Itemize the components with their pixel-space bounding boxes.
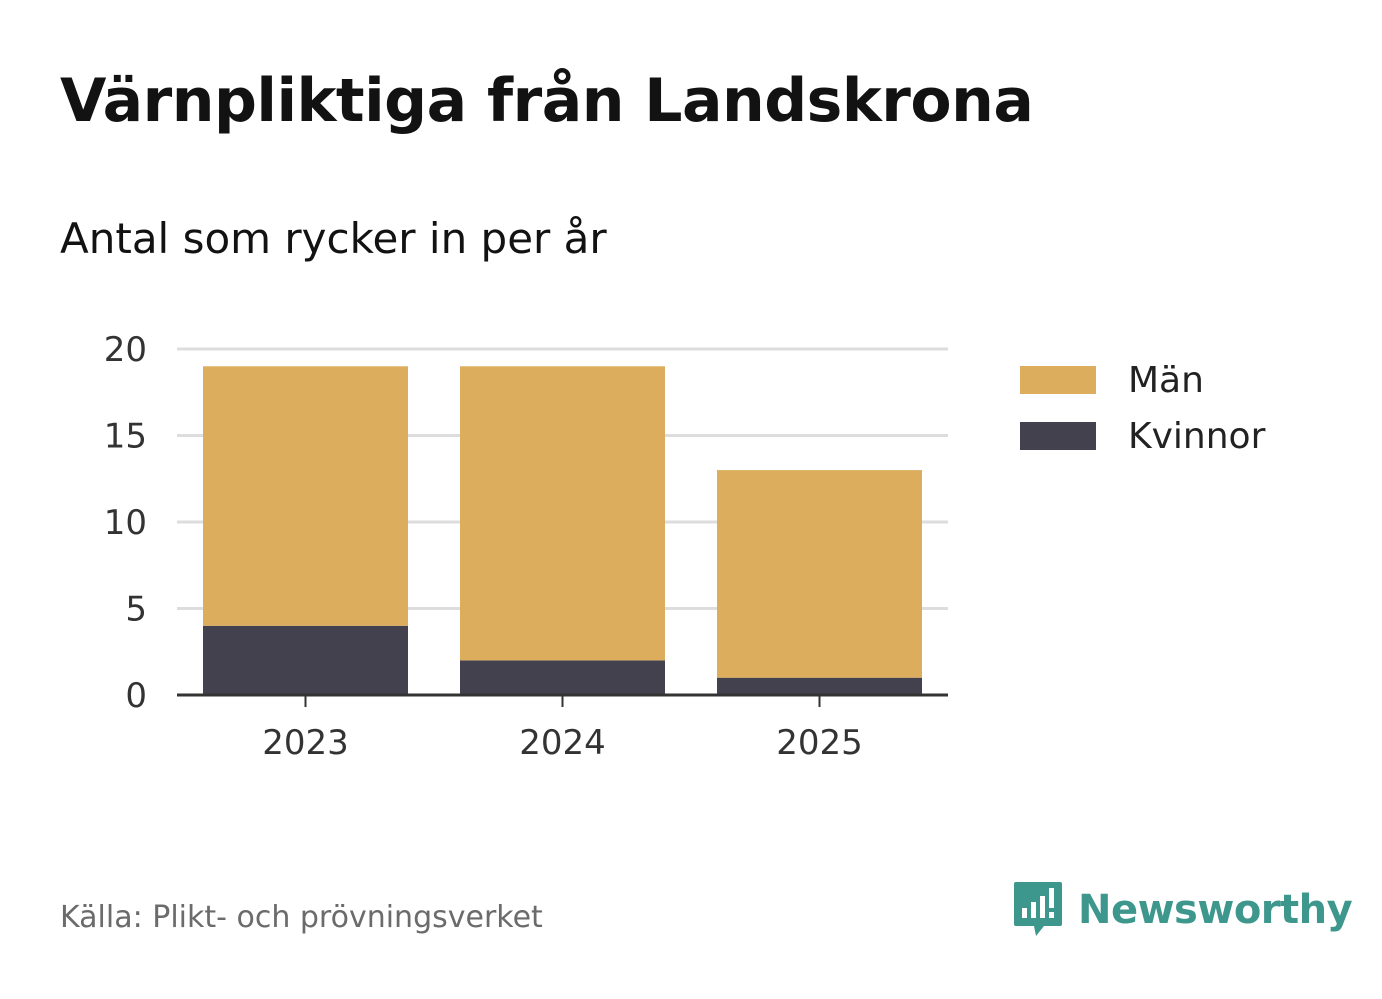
bars — [203, 366, 922, 695]
bar-mn-2025 — [717, 470, 922, 678]
bar-kvinnor-2024 — [460, 660, 665, 695]
x-tick-label-2024: 2024 — [519, 723, 606, 763]
legend-label-man: Män — [1128, 359, 1204, 401]
legend-item-man: Män — [1020, 352, 1265, 408]
bar-kvinnor-2023 — [203, 625, 408, 695]
axes — [177, 693, 948, 707]
chart-subtitle: Antal som rycker in per år — [60, 214, 607, 263]
tick-labels: 0 5 10 15 20 2023 2024 2025 — [104, 330, 863, 763]
legend-label-kvinnor: Kvinnor — [1128, 415, 1266, 457]
bar-mn-2024 — [460, 366, 665, 661]
y-tick-label-0: 0 — [125, 676, 147, 716]
y-tick-label-10: 10 — [104, 503, 147, 543]
x-tick-label-2023: 2023 — [262, 723, 349, 763]
bar-mn-2023 — [203, 366, 408, 626]
x-tick-label-2025: 2025 — [776, 723, 863, 763]
bar-kvinnor-2025 — [717, 677, 922, 695]
y-tick-label-5: 5 — [125, 590, 147, 630]
chart-title: Värnpliktiga från Landskrona — [60, 66, 1034, 136]
legend-item-kvinnor: Kvinnor — [1020, 408, 1265, 464]
y-tick-label-20: 20 — [104, 330, 147, 370]
y-tick-label-15: 15 — [104, 417, 147, 457]
newsworthy-brand[interactable]: Newsworthy — [1012, 880, 1353, 940]
source-note: Källa: Plikt- och prövningsverket — [60, 900, 543, 935]
legend-swatch-kvinnor — [1020, 422, 1096, 450]
legend: Män Kvinnor — [1020, 352, 1265, 464]
brand-name: Newsworthy — [1078, 887, 1353, 933]
legend-swatch-man — [1020, 366, 1096, 394]
newsworthy-logo-icon — [1014, 882, 1062, 936]
